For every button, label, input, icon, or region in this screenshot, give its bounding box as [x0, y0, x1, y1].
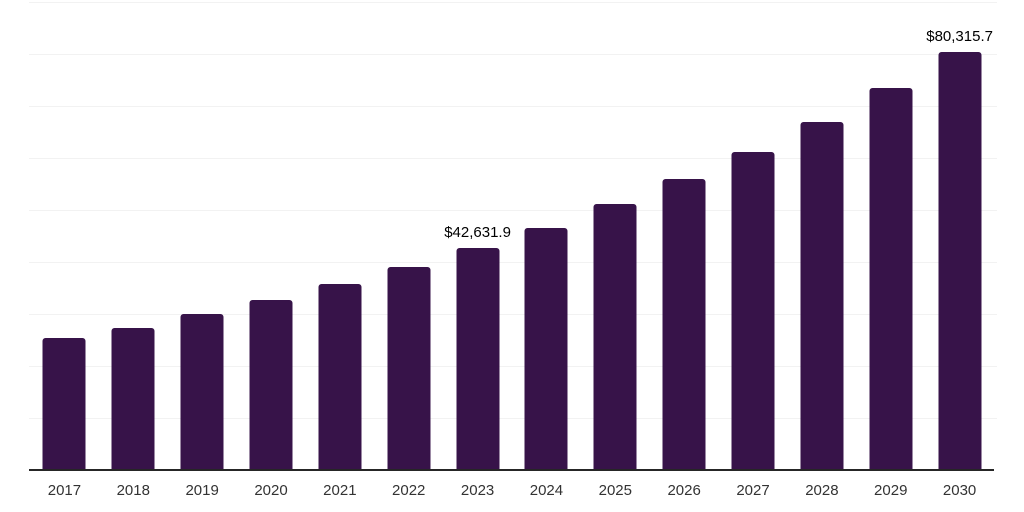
- data-label-2030: $80,315.7: [926, 28, 993, 46]
- bar-2028: [800, 121, 844, 470]
- bar-slot-2018: [99, 2, 168, 470]
- x-tick-2022: 2022: [392, 482, 426, 499]
- plot-area: $42,631.9 $80,315.7: [29, 2, 997, 470]
- gridline-90000: [29, 2, 997, 3]
- bar-slot-2028: [787, 2, 856, 470]
- bar-slot-2022: [374, 2, 443, 470]
- x-tick-2024: 2024: [529, 482, 564, 499]
- x-tick-2021: 2021: [323, 482, 357, 499]
- bar-2030: [938, 52, 982, 470]
- bar-2025: [593, 204, 637, 470]
- bar-slot-2017: [30, 2, 99, 470]
- x-tick-2027: 2027: [736, 482, 770, 499]
- x-tick-2028: 2028: [805, 482, 839, 499]
- gridline-30000: [29, 314, 997, 315]
- bar-slot-2020: [237, 2, 306, 470]
- bar-2021: [318, 283, 362, 470]
- bar-slot-2027: [719, 2, 788, 470]
- x-axis-line: [29, 469, 994, 471]
- bar-slot-2021: [305, 2, 374, 470]
- bar-slot-2030: $80,315.7: [925, 2, 994, 470]
- bar-slot-2029: [856, 2, 925, 470]
- bar-slot-2026: [650, 2, 719, 470]
- bar-2026: [662, 178, 706, 470]
- bar-2022: [387, 266, 431, 470]
- bar-2017: [42, 338, 86, 470]
- bar-slot-2025: [581, 2, 650, 470]
- bar-2019: [180, 313, 224, 470]
- gridline-60000: [29, 158, 997, 159]
- gridline-50000: [29, 210, 997, 211]
- x-tick-2026: 2026: [667, 482, 701, 499]
- gridline-20000: [29, 366, 997, 367]
- bar-2024: [524, 228, 568, 470]
- x-tick-2018: 2018: [116, 482, 150, 499]
- bar-slot-2024: [512, 2, 581, 470]
- bar-slot-2023: $42,631.9: [443, 2, 512, 470]
- gridline-70000: [29, 106, 997, 107]
- x-tick-2023: 2023: [460, 482, 495, 499]
- gridline-10000: [29, 418, 997, 419]
- bar-2020: [249, 300, 293, 470]
- x-tick-2025: 2025: [598, 482, 632, 499]
- x-tick-2030: 2030: [942, 482, 977, 499]
- data-label-2023: $42,631.9: [444, 224, 511, 242]
- gridline-40000: [29, 262, 997, 263]
- bars-container: $42,631.9 $80,315.7: [30, 2, 994, 470]
- x-tick-2029: 2029: [874, 482, 908, 499]
- bar-2027: [731, 151, 775, 470]
- bar-2018: [111, 327, 155, 470]
- bar-2029: [869, 88, 913, 470]
- x-tick-2017: 2017: [47, 482, 82, 499]
- bar-2023: [456, 248, 500, 470]
- x-tick-2019: 2019: [185, 482, 219, 499]
- bar-slot-2019: [168, 2, 237, 470]
- gridline-80000: [29, 54, 997, 55]
- x-axis-labels: 2017 2018 2019 2020 2021 2022 2023 2024 2025 2026…: [30, 480, 994, 502]
- x-tick-2020: 2020: [254, 482, 288, 499]
